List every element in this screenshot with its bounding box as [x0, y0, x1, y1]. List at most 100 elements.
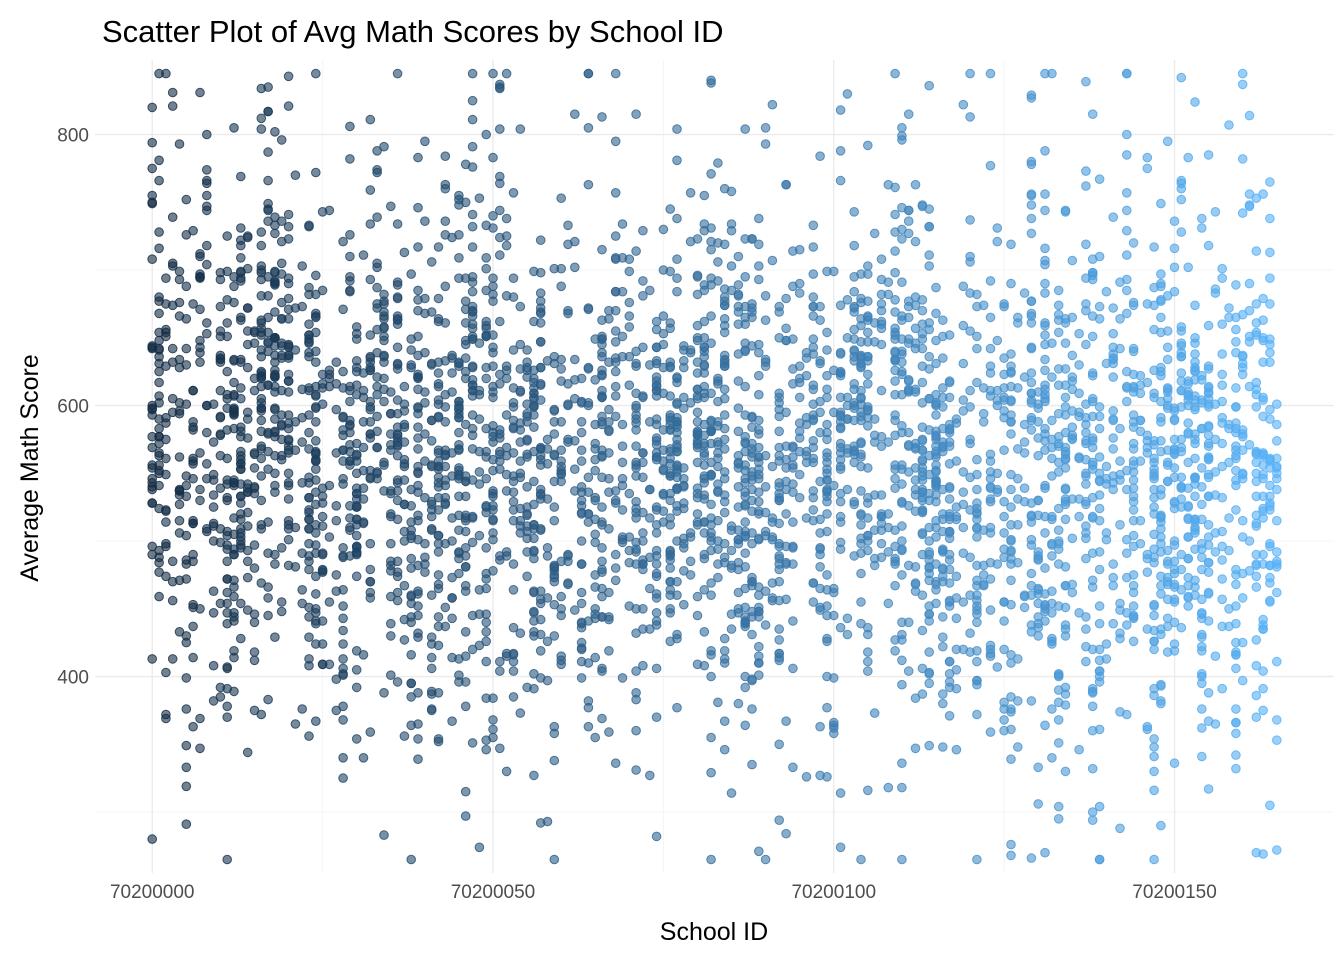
data-point [1129, 484, 1138, 493]
data-point [209, 470, 218, 479]
data-point [864, 630, 873, 639]
data-point [441, 184, 450, 193]
data-point [1170, 287, 1179, 296]
data-point [1123, 189, 1132, 198]
data-point [468, 362, 477, 371]
data-point [898, 358, 907, 367]
data-point [441, 217, 450, 226]
data-point [1177, 339, 1186, 348]
data-point [1184, 263, 1193, 272]
data-point [291, 523, 300, 532]
data-point [639, 473, 648, 482]
data-point [1177, 179, 1186, 188]
data-point [536, 615, 545, 624]
data-point [864, 546, 873, 555]
data-point [1273, 454, 1282, 463]
data-point [182, 195, 191, 204]
data-point [502, 232, 511, 241]
data-point [502, 374, 511, 383]
data-point [1177, 327, 1186, 336]
data-point [864, 141, 873, 150]
data-point [843, 485, 852, 494]
data-point [918, 306, 927, 315]
data-point [1232, 751, 1241, 760]
data-point [1232, 648, 1241, 657]
data-point [673, 287, 682, 296]
data-point [1123, 130, 1132, 139]
data-point [720, 647, 729, 656]
data-point [673, 378, 682, 387]
data-point [441, 622, 450, 631]
data-point [414, 243, 423, 252]
data-point [925, 262, 934, 271]
data-point [1136, 539, 1145, 548]
data-point [823, 393, 832, 402]
data-point [973, 470, 982, 479]
data-point [1007, 350, 1016, 359]
data-point [911, 563, 920, 572]
data-point [250, 656, 259, 665]
data-point [468, 287, 477, 296]
data-point [898, 480, 907, 489]
data-point [864, 648, 873, 657]
data-point [1075, 329, 1084, 338]
data-point [168, 88, 177, 97]
data-point [557, 469, 566, 478]
data-point [823, 458, 832, 467]
data-point [148, 191, 157, 200]
data-point [952, 512, 961, 521]
data-point [986, 344, 995, 353]
data-point [741, 549, 750, 558]
data-point [257, 266, 266, 275]
data-point [339, 702, 348, 711]
data-point [700, 661, 709, 670]
data-point [284, 377, 293, 386]
data-point [973, 332, 982, 341]
data-point [925, 670, 934, 679]
data-point [850, 241, 859, 250]
data-point [925, 741, 934, 750]
data-point [496, 251, 505, 260]
data-point [850, 287, 859, 296]
data-point [489, 725, 498, 734]
data-point [986, 69, 995, 78]
data-point [1143, 568, 1152, 577]
data-point [1061, 393, 1070, 402]
data-point [1204, 321, 1213, 330]
data-point [720, 394, 729, 403]
data-point [598, 113, 607, 122]
data-point [782, 717, 791, 726]
data-point [223, 663, 232, 672]
data-point [1177, 369, 1186, 378]
data-point [918, 508, 927, 517]
data-point [639, 277, 648, 286]
data-point [312, 347, 321, 356]
data-point [577, 537, 586, 546]
data-point [441, 493, 450, 502]
data-point [891, 69, 900, 78]
data-point [755, 642, 764, 651]
data-point [898, 759, 907, 768]
data-point [339, 754, 348, 763]
data-point [1068, 534, 1077, 543]
data-point [768, 100, 777, 109]
data-point [536, 309, 545, 318]
data-point [271, 366, 280, 375]
data-point [421, 137, 430, 146]
data-point [898, 680, 907, 689]
data-point [366, 358, 375, 367]
data-point [250, 339, 259, 348]
data-point [816, 302, 825, 311]
data-point [1150, 454, 1159, 463]
data-point [196, 485, 205, 494]
data-point [1116, 634, 1125, 643]
data-point [918, 626, 927, 635]
data-point [1232, 619, 1241, 628]
data-point [339, 602, 348, 611]
data-point [1143, 153, 1152, 162]
data-point [1027, 541, 1036, 550]
data-point [325, 598, 334, 607]
data-point [550, 632, 559, 641]
data-point [945, 657, 954, 666]
data-point [332, 502, 341, 511]
